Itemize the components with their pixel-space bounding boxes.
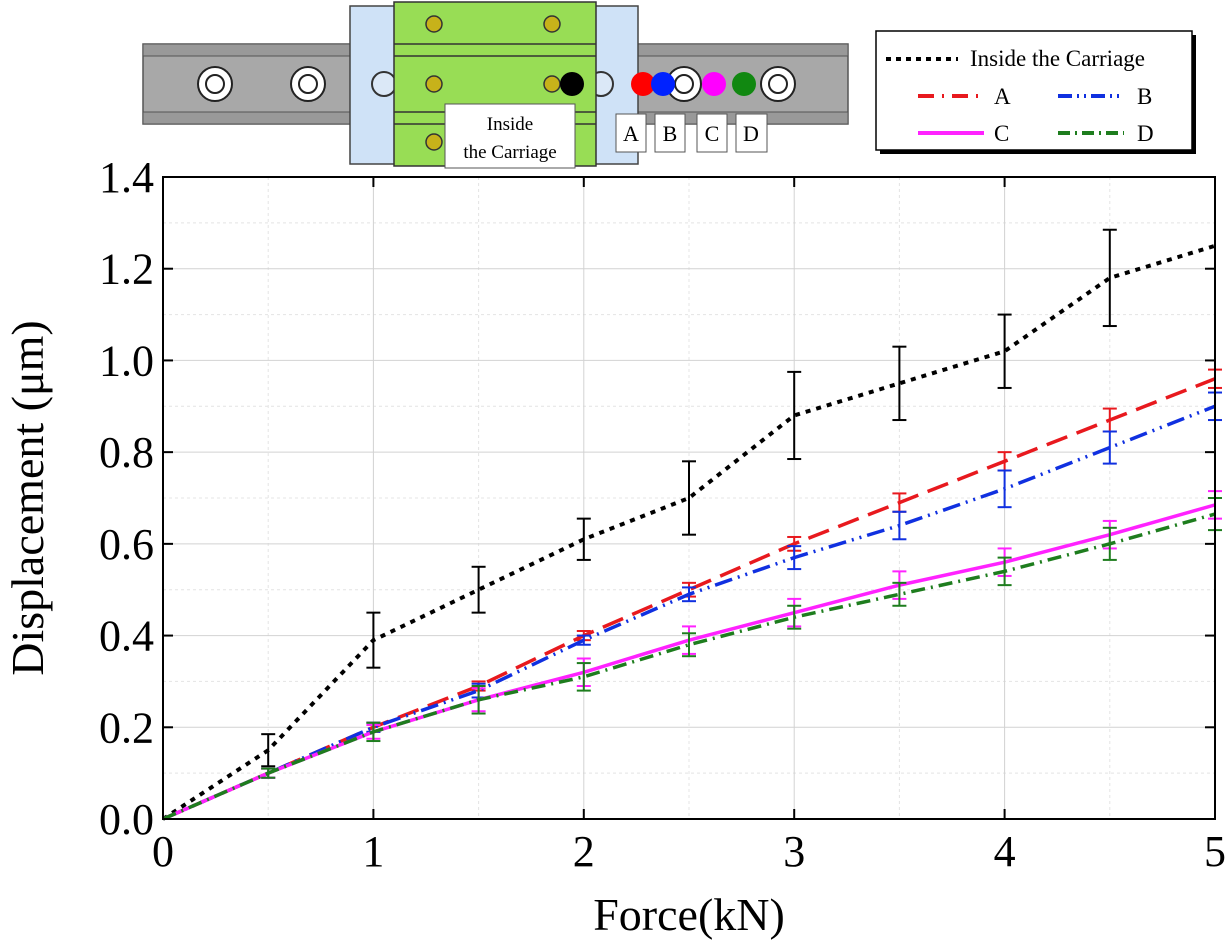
point-label-box: [696, 113, 728, 153]
bolt: [425, 75, 443, 93]
error-bar: [576, 634, 591, 646]
error-bar: [892, 345, 907, 422]
y-tick-label: 1.0: [99, 336, 154, 385]
error-bar: [682, 586, 696, 603]
bolt: [425, 133, 443, 151]
rail-hole: [290, 66, 326, 102]
error-bar: [997, 469, 1012, 509]
error-bar: [576, 517, 591, 561]
y-tick-labels: 0.0 0.2 0.4 0.6 0.8 1.0 1.2 1.4: [99, 153, 154, 844]
point-c-marker: [702, 72, 726, 96]
point-label-b: B: [663, 121, 678, 146]
y-tick-label: 0.6: [99, 520, 154, 569]
point-label-d: D: [743, 121, 759, 146]
error-bar: [997, 313, 1012, 389]
error-bar: [576, 662, 591, 692]
rail-hole: [197, 66, 233, 102]
endcap-seal: [371, 71, 397, 97]
linear-guide-illustration: Inside the Carriage A B C D: [142, 1, 849, 169]
error-bar: [471, 565, 486, 614]
x-tick-label: 3: [783, 827, 805, 876]
bolt: [425, 15, 443, 33]
legend-label-inside: Inside the Carriage: [970, 46, 1145, 71]
point-label-c: C: [705, 121, 720, 146]
error-bar: [1102, 228, 1117, 328]
carriage-measurement-point: [560, 72, 584, 96]
point-d-marker: [732, 72, 756, 96]
series-c: [162, 490, 1222, 821]
error-bar: [261, 767, 276, 779]
point-a-marker: [631, 72, 655, 96]
error-bar: [892, 510, 907, 541]
bolt: [543, 75, 561, 93]
y-tick-label: 1.2: [99, 245, 154, 294]
y-tick-label: 0.4: [99, 612, 154, 661]
carriage-label-line1: Inside: [487, 114, 533, 135]
point-label-box: [654, 113, 686, 153]
error-bar: [892, 581, 907, 607]
legend-label-b: B: [1137, 84, 1152, 109]
bolt: [543, 15, 561, 33]
error-bar: [366, 721, 381, 743]
y-tick-label: 0.0: [99, 795, 154, 844]
plot-area: 0 1 2 3 4 5 0.0 0.2 0.4 0.6 0.8 1.0 1.2 1.4 Force(kN…: [2, 153, 1225, 940]
x-tick-label: 0: [152, 827, 174, 876]
legend-label-a: A: [994, 84, 1011, 109]
x-tick-label: 2: [573, 827, 595, 876]
y-tick-label: 1.4: [99, 153, 154, 202]
error-bar: [787, 604, 802, 630]
legend-label-d: D: [1137, 121, 1154, 146]
tick-marks: [162, 176, 1216, 820]
legend-label-c: C: [994, 121, 1009, 146]
x-tick-labels: 0 1 2 3 4 5: [152, 827, 1225, 876]
y-tick-label: 0.2: [99, 703, 154, 752]
legend: Inside the Carriage A B C D: [875, 30, 1196, 154]
x-axis-label: Force(kN): [593, 889, 785, 940]
rail-hole: [760, 66, 796, 102]
error-bar: [261, 733, 276, 768]
y-tick-label: 0.8: [99, 428, 154, 477]
error-bar: [892, 492, 907, 513]
carriage-label-line2: the Carriage: [463, 142, 556, 163]
error-bar: [1102, 430, 1117, 465]
x-tick-label: 5: [1204, 827, 1225, 876]
error-bar: [787, 545, 802, 571]
x-tick-label: 4: [994, 827, 1016, 876]
point-label-a: A: [623, 121, 639, 146]
error-bar: [787, 370, 802, 461]
error-bar: [997, 451, 1012, 472]
point-label-box: [615, 113, 647, 153]
error-bar: [682, 632, 696, 658]
series-inside-the-carriage: [161, 228, 1216, 821]
carriage-label-box: [444, 103, 576, 169]
y-axis-label: Displacement (μm): [2, 320, 53, 676]
error-bar: [997, 556, 1012, 587]
series-b: [162, 391, 1222, 821]
plot-frame: [162, 176, 1216, 820]
error-bar: [682, 460, 696, 536]
error-bar: [471, 685, 486, 715]
point-label-box: [735, 113, 768, 153]
legend-box: [875, 30, 1193, 151]
series: [161, 228, 1222, 821]
x-tick-label: 1: [362, 827, 384, 876]
error-bar: [1102, 407, 1117, 433]
point-b-marker: [651, 72, 675, 96]
error-bar: [366, 611, 381, 669]
error-bar: [1102, 526, 1117, 561]
